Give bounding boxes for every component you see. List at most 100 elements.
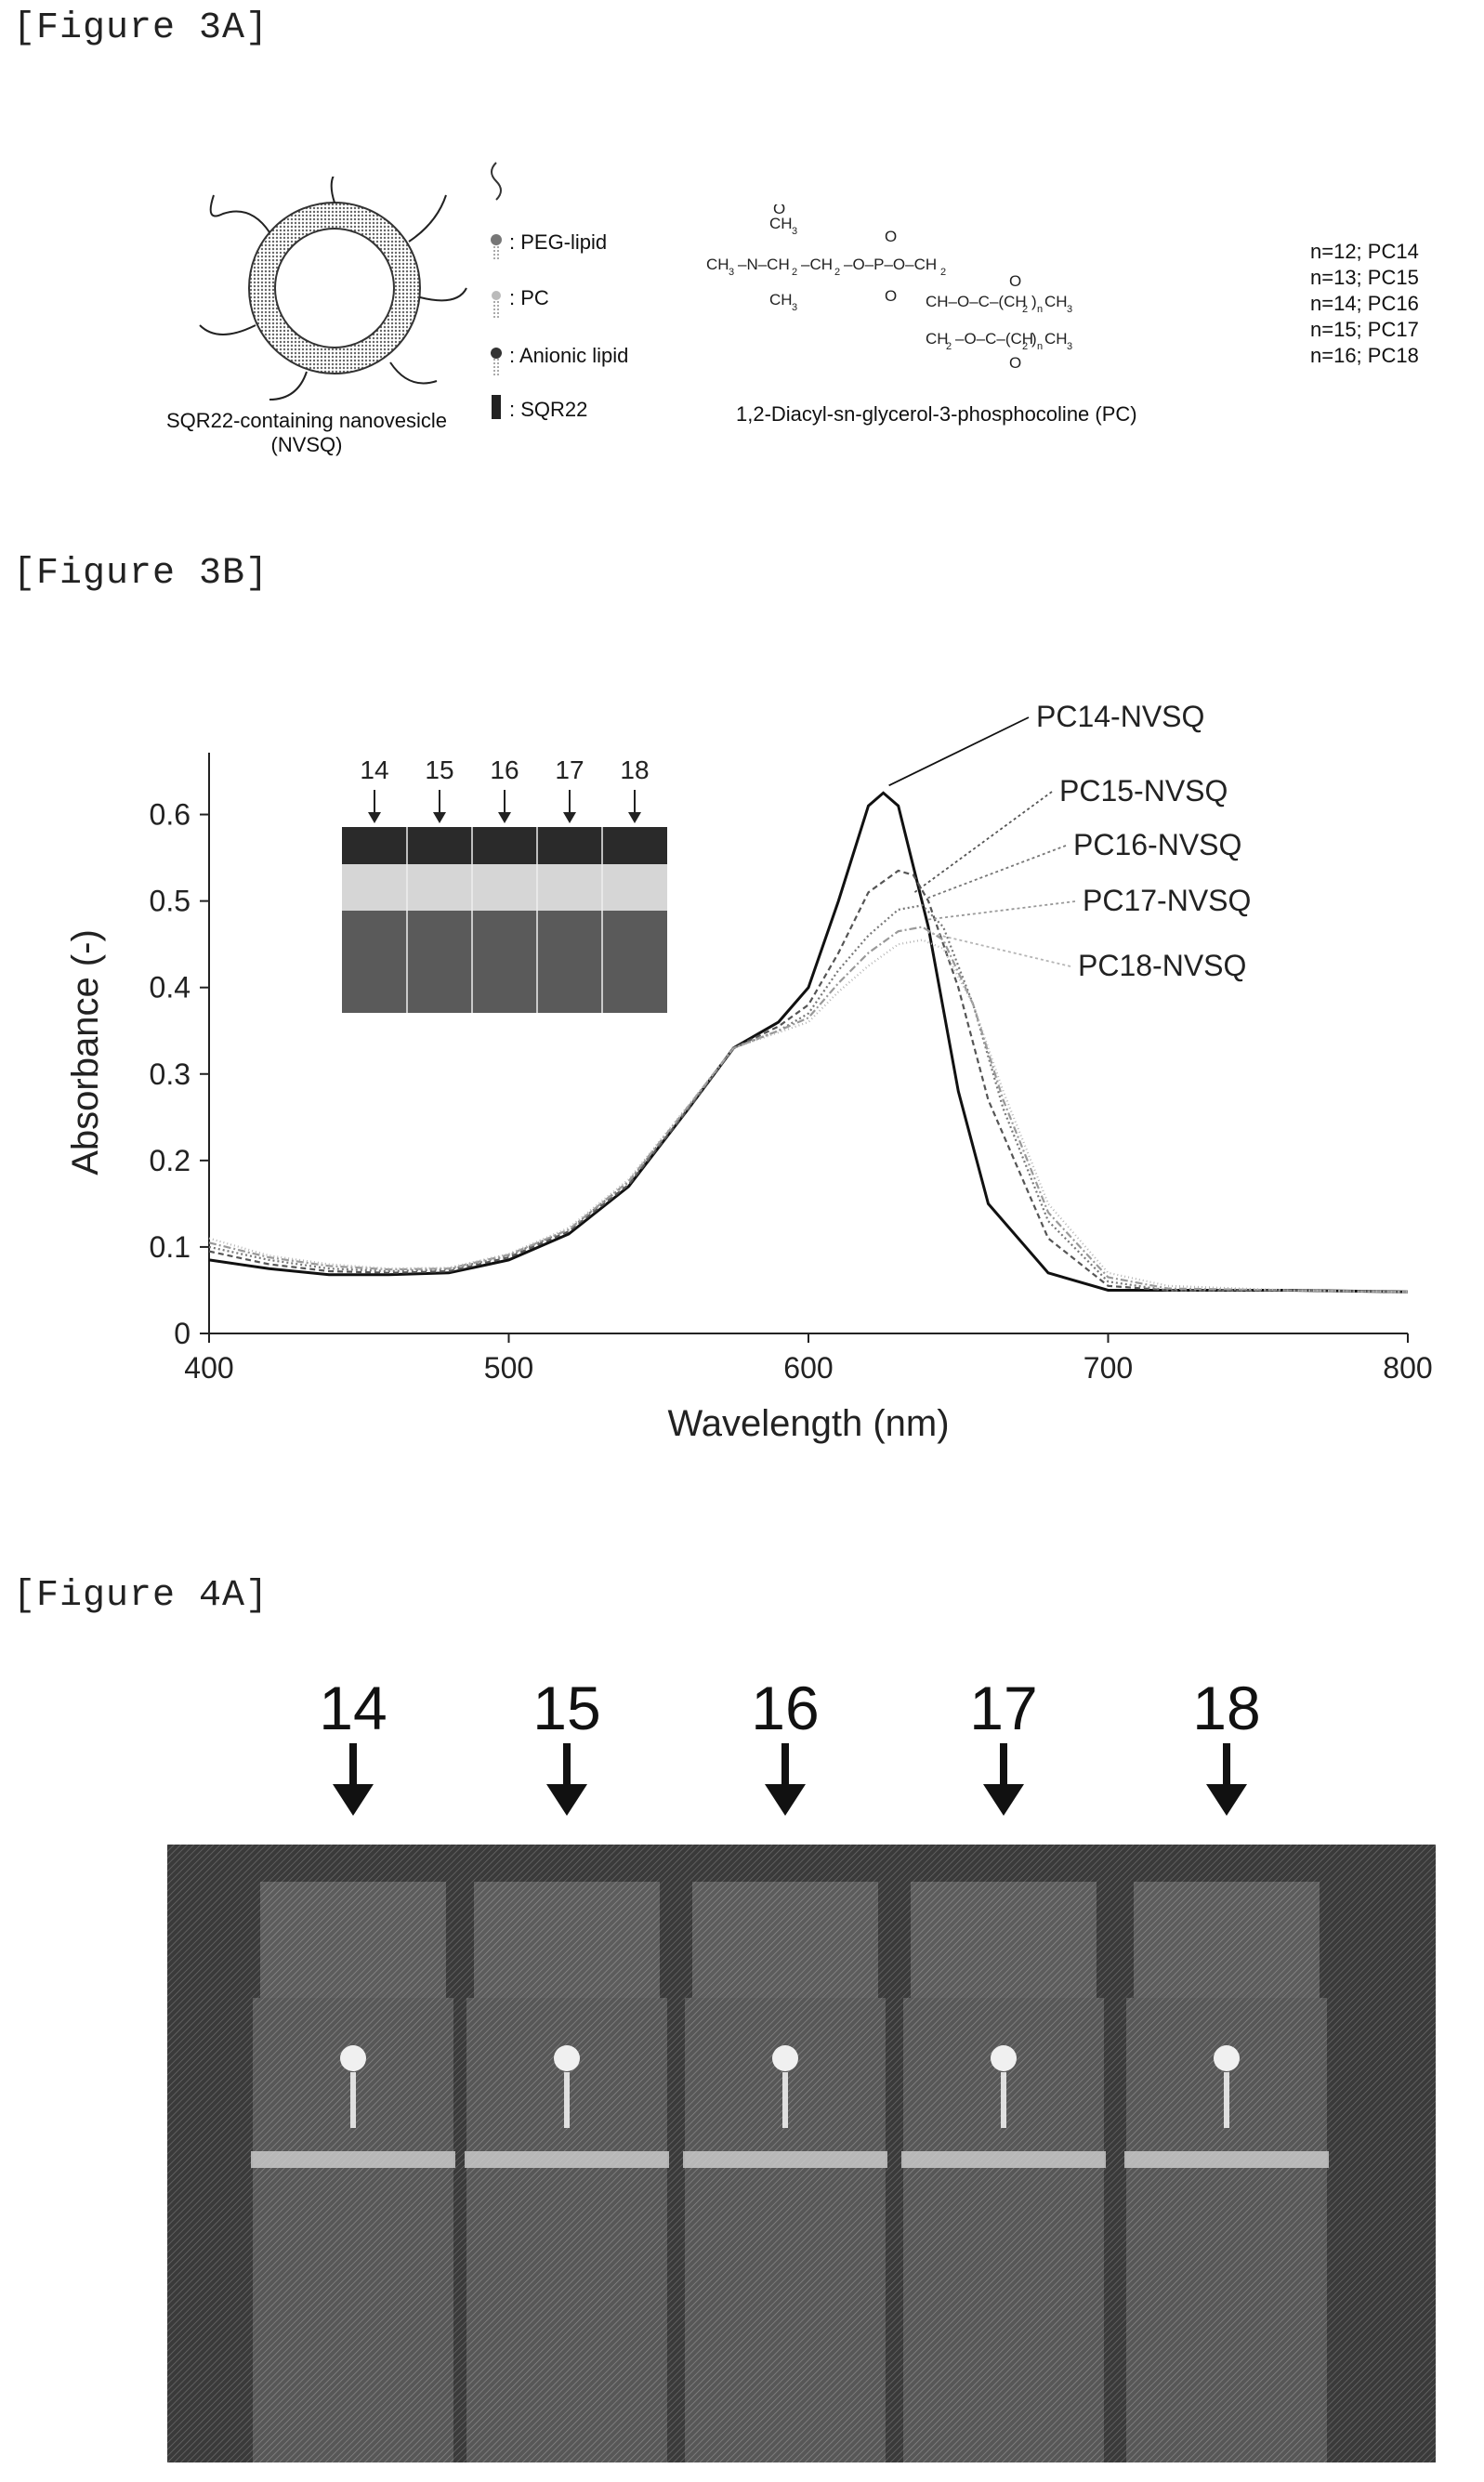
x-tick-label: 600 — [783, 1351, 833, 1385]
svg-text:2: 2 — [792, 267, 797, 278]
series-line-14 — [208, 791, 1409, 1294]
vial-photo — [167, 1845, 1436, 2462]
series-leader-14 — [888, 716, 1030, 787]
inset-arrow-head — [368, 812, 381, 823]
down-arrow-icon — [333, 1743, 374, 1816]
legend-sqr22: : SQR22 — [509, 398, 588, 421]
vial-arrow-row: 14 15 16 17 18 — [0, 1673, 1484, 1831]
svg-text:3: 3 — [792, 226, 797, 237]
vial-17 — [901, 1882, 1106, 2462]
vial-15 — [465, 1882, 669, 2462]
svg-text:2: 2 — [1022, 341, 1028, 352]
svg-text:2: 2 — [946, 341, 952, 352]
legend-pc: : PC — [509, 286, 549, 309]
n-value-12: n=12; PC14 — [1310, 240, 1419, 263]
pc-structure-formula: CH 3 O CH 3 –N–CH 2 –CH 2 –O–P–O–CH 2 CH 3 OO … — [706, 204, 1072, 372]
n-value-15: n=15; PC17 — [1310, 318, 1419, 341]
series-leader-18 — [927, 931, 1071, 967]
absorbance-chart: 400 500 600 700 800 0 0.1 0.2 0.3 0.4 0.5 0.6 14 15 1… — [65, 700, 1433, 1444]
series-line-16 — [208, 904, 1409, 1294]
structure-caption: 1,2-Diacyl-sn-glycerol-3-phosphocoline (… — [736, 402, 1137, 426]
inset-photo: 14 15 16 17 18 — [342, 755, 667, 1013]
series-label-14: PC14-NVSQ — [1036, 700, 1204, 733]
vial-18 — [1124, 1882, 1329, 2462]
down-arrow-icon — [1206, 1743, 1247, 1816]
svg-text:3: 3 — [792, 302, 797, 313]
svg-text:n: n — [1037, 304, 1043, 315]
inset-arrow-head — [563, 812, 576, 823]
inset-label-14: 14 — [360, 755, 388, 784]
y-tick-label: 0.1 — [150, 1230, 190, 1264]
n-values-list: n=12; PC14 n=13; PC15 n=14; PC16 n=15; P… — [1310, 239, 1419, 369]
svg-text:n: n — [1037, 341, 1043, 352]
chart-series — [208, 791, 1409, 1294]
svg-text:O: O — [1009, 354, 1021, 372]
y-tick-label: 0.6 — [150, 798, 190, 832]
svg-text:–O–C–(CH: –O–C–(CH — [955, 330, 1033, 348]
lipid-glyphs — [491, 162, 502, 419]
y-axis-label: Absorbance (-) — [65, 929, 106, 1175]
inset-caps — [342, 827, 667, 864]
vial-14 — [251, 1882, 455, 2462]
vial-arrow-14: 14 — [297, 1673, 409, 1822]
svg-text:2: 2 — [1022, 304, 1028, 315]
series-label-16: PC16-NVSQ — [1073, 828, 1241, 861]
inset-arrow-head — [498, 812, 511, 823]
series-line-17 — [208, 926, 1409, 1294]
svg-text:CH: CH — [706, 256, 729, 273]
y-tick-label: 0.4 — [150, 971, 190, 1005]
legend-peg-lipid: : PEG-lipid — [509, 230, 608, 254]
svg-text:2: 2 — [940, 267, 946, 278]
vesicle-caption-line2: (NVSQ) — [270, 433, 343, 456]
svg-text:3: 3 — [1067, 341, 1072, 352]
vial-number-14: 14 — [319, 1674, 387, 1742]
inset-neck — [342, 864, 667, 911]
x-axis-label: Wavelength (nm) — [667, 1403, 949, 1444]
svg-text:–N–CH: –N–CH — [738, 256, 790, 273]
n-value-13: n=13; PC15 — [1310, 266, 1419, 289]
svg-text:CH–O–C–(CH: CH–O–C–(CH — [926, 293, 1027, 310]
vial-arrow-18: 18 — [1171, 1673, 1282, 1822]
svg-text:–O–P–O–CH: –O–P–O–CH — [844, 256, 937, 273]
nanovesicle-diagram — [199, 177, 467, 401]
down-arrow-icon — [546, 1743, 587, 1816]
n-value-16: n=16; PC18 — [1310, 344, 1419, 367]
vial-arrow-15: 15 — [511, 1673, 623, 1822]
x-tick-label: 400 — [184, 1351, 233, 1385]
x-tick-label: 500 — [484, 1351, 533, 1385]
inset-label-15: 15 — [425, 755, 453, 784]
inset-arrow-head — [628, 812, 641, 823]
y-tick-label: 0.3 — [150, 1057, 190, 1091]
figure-3a-label: [Figure 3A] — [13, 7, 269, 49]
x-tick-label: 700 — [1083, 1351, 1133, 1385]
inset-label-16: 16 — [490, 755, 519, 784]
svg-text:): ) — [1031, 293, 1037, 310]
inset-liquid — [342, 911, 667, 1013]
inset-label-18: 18 — [620, 755, 649, 784]
svg-text:O: O — [1009, 272, 1021, 290]
svg-text:): ) — [1031, 330, 1037, 348]
vesicle-caption: SQR22-containing nanovesicle (NVSQ) — [130, 409, 483, 457]
series-label-15: PC15-NVSQ — [1059, 774, 1228, 808]
svg-text:CH: CH — [926, 330, 949, 348]
figure-3b-label: [Figure 3B] — [13, 553, 269, 595]
svg-text:CH: CH — [1044, 293, 1068, 310]
vial-number-15: 15 — [532, 1674, 601, 1742]
figure-4a-label: [Figure 4A] — [13, 1575, 269, 1617]
y-tick-label: 0.2 — [150, 1144, 190, 1177]
down-arrow-icon — [765, 1743, 806, 1816]
series-leader-16 — [927, 845, 1067, 900]
inset-arrow-head — [433, 812, 446, 823]
y-tick-label: 0.5 — [150, 885, 190, 918]
y-tick-label: 0 — [174, 1317, 190, 1350]
series-line-15 — [208, 869, 1409, 1294]
svg-text:3: 3 — [1067, 304, 1072, 315]
svg-text:O: O — [885, 287, 897, 305]
vial-number-16: 16 — [751, 1674, 820, 1742]
series-label-17: PC17-NVSQ — [1083, 884, 1251, 917]
x-tick-label: 800 — [1383, 1351, 1432, 1385]
vial-arrow-17: 17 — [948, 1673, 1059, 1822]
svg-text:3: 3 — [729, 267, 734, 278]
vial-number-17: 17 — [969, 1674, 1038, 1742]
down-arrow-icon — [983, 1743, 1024, 1816]
